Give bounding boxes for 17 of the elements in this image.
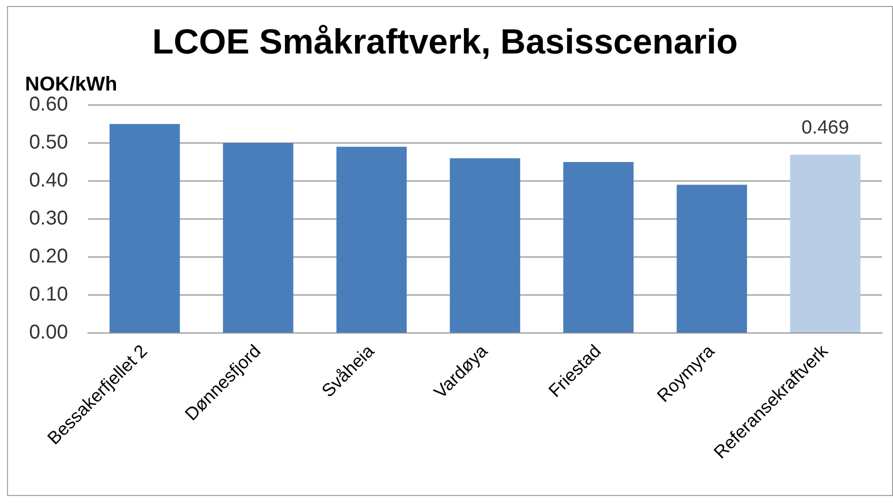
y-tick-label: 0.30 [29, 208, 68, 230]
bar [336, 146, 407, 332]
y-tick-label: 0.40 [29, 170, 68, 192]
y-tick-label: 0.00 [29, 322, 68, 344]
bar [790, 154, 860, 332]
data-label: 0.469 [802, 118, 850, 139]
bar [222, 143, 294, 332]
bar [450, 158, 520, 332]
y-tick-label: 0.10 [29, 284, 68, 306]
bar [563, 162, 634, 332]
chart-title: LCOE Småkraftverk, Basisscenario [152, 22, 738, 62]
y-tick-label: 0.50 [29, 132, 68, 154]
bar [110, 124, 180, 332]
bar [676, 184, 748, 332]
y-tick-label: 0.20 [29, 246, 68, 268]
y-axis-title: NOK/kWh [25, 74, 118, 96]
y-tick-label: 0.60 [29, 94, 68, 116]
